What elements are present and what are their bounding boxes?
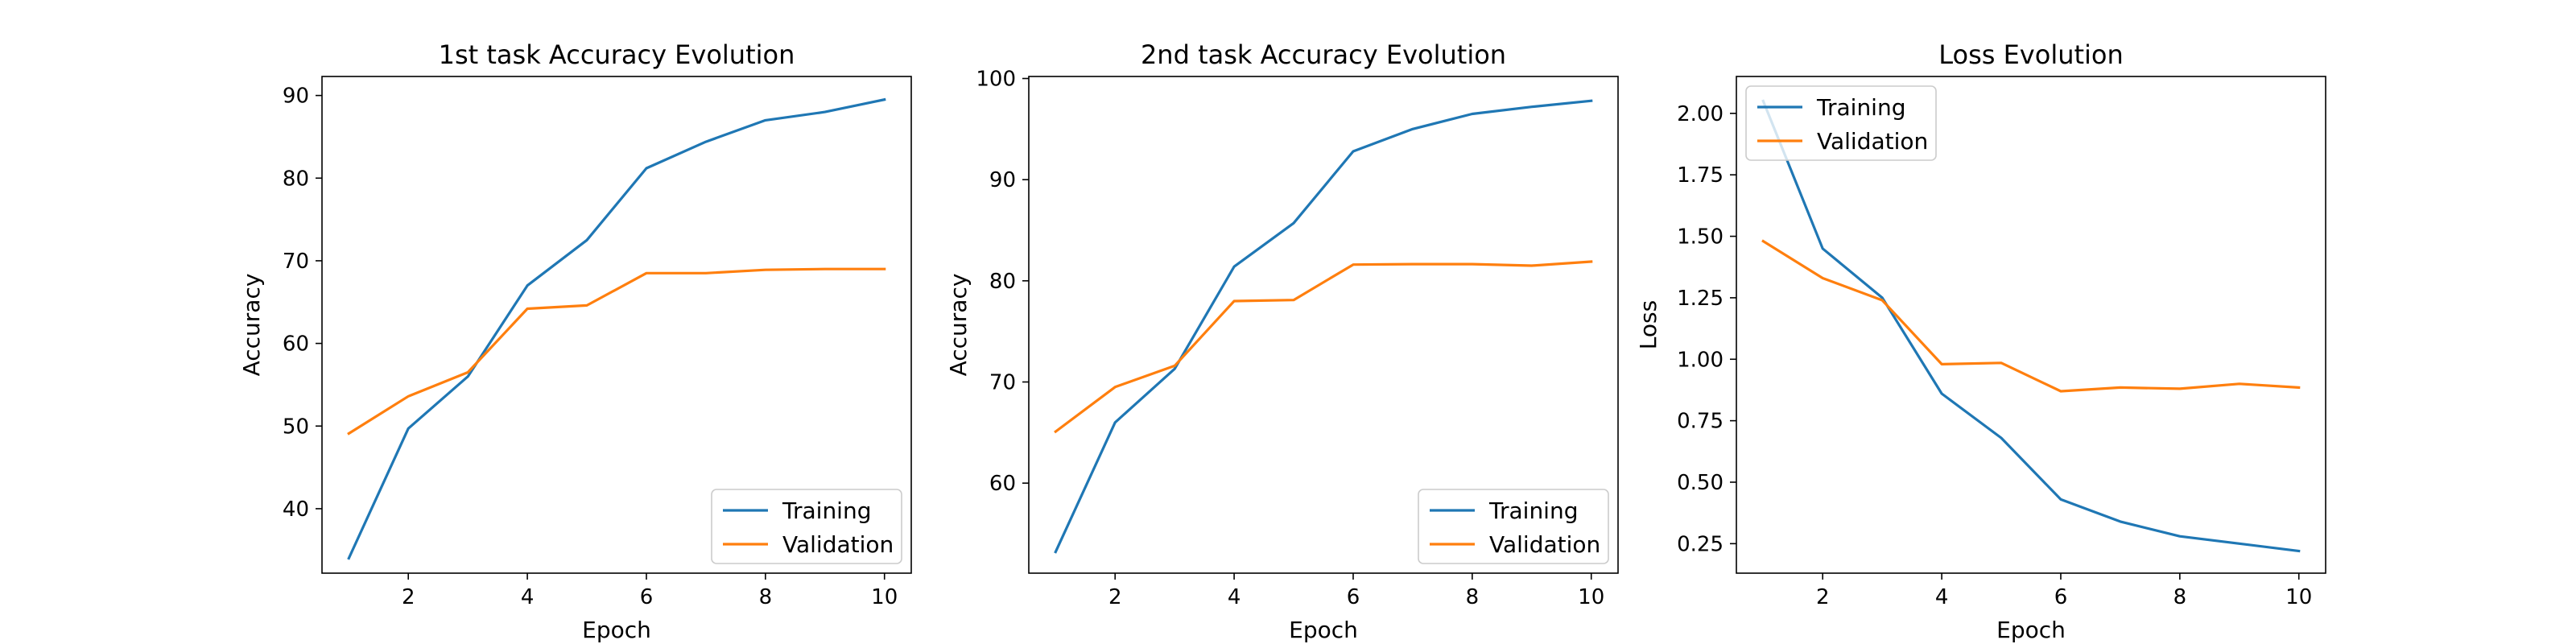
series-line-training [1761,99,2301,553]
x-tick-label: 8 [1466,585,1480,609]
x-tick-label: 10 [2285,585,2312,609]
series-line-training [1054,99,1593,554]
chart-panel-2: 2nd task Accuracy Evolution 2 4 6 8 10 60 70 80 9… [945,39,1619,643]
x-tick-label: 4 [1228,585,1241,609]
x-tick-label: 4 [1935,585,1949,609]
y-tick-label: 60 [283,332,309,357]
plot-frame [321,76,912,574]
chart-panel-1: 1st task Accuracy Evolution 2 4 6 8 10 40 50 60 7… [238,39,912,643]
legend-label-validation: Validation [782,531,894,558]
legend: Training Validation [1745,85,1937,161]
y-tick-label: 80 [989,270,1016,294]
y-tick-label: 1.25 [1677,287,1724,311]
x-tick-label: 6 [1347,585,1360,609]
plot-frame [1736,76,2326,574]
series-line-validation [347,267,886,436]
x-tick-label: 2 [1816,585,1830,609]
y-tick-label: 50 [283,415,309,439]
x-axis-label: Epoch [1996,617,2066,643]
y-tick-label: 0.25 [1677,532,1724,556]
y-tick-label: 1.75 [1677,163,1724,188]
x-tick-label: 4 [521,585,535,609]
y-tick-label: 40 [283,497,309,522]
y-tick-label: 80 [283,167,309,191]
legend-label-training: Training [782,497,871,524]
y-axis-label: Accuracy [238,274,265,377]
y-tick-label: 1.50 [1677,225,1724,250]
x-axis-label: Epoch [582,617,651,643]
x-tick-label: 6 [2054,585,2068,609]
y-tick-label: 70 [989,370,1016,394]
x-axis-label: Epoch [1289,617,1358,643]
plot-frame [1028,76,1619,574]
y-tick-label: 2.00 [1677,102,1724,126]
y-tick-label: 70 [283,250,309,274]
legend-label-validation: Validation [1817,128,1928,155]
series-line-validation [1761,239,2301,393]
x-tick-label: 8 [2174,585,2187,609]
x-tick-label: 10 [871,585,898,609]
x-tick-label: 8 [759,585,773,609]
legend-label-training: Training [1488,497,1578,524]
legend-label-training: Training [1816,94,1905,121]
y-tick-label: 1.00 [1677,348,1724,372]
chart-panel-3: Loss Evolution 2 4 6 8 10 0.25 0.50 0.75 1.00 1.25… [1635,39,2326,643]
y-axis-label: Accuracy [945,274,972,377]
chart-title: 2nd task Accuracy Evolution [1141,39,1506,70]
y-tick-label: 90 [283,85,309,109]
y-axis-label: Loss [1635,300,1662,349]
legend-label-validation: Validation [1489,531,1600,558]
legend: Training Validation [711,489,902,564]
legend: Training Validation [1418,489,1609,564]
y-tick-label: 0.50 [1677,471,1724,495]
x-tick-label: 2 [1108,585,1122,609]
chart-title: 1st task Accuracy Evolution [439,39,795,70]
x-tick-label: 10 [1578,585,1604,609]
y-tick-label: 60 [989,472,1016,496]
series-line-validation [1054,260,1593,434]
y-tick-label: 90 [989,168,1016,192]
y-tick-label: 0.75 [1677,410,1724,434]
y-tick-label: 100 [976,68,1016,92]
series-line-training [347,97,886,560]
chart-title: Loss Evolution [1938,39,2124,70]
x-tick-label: 2 [402,585,415,609]
x-tick-label: 6 [640,585,654,609]
